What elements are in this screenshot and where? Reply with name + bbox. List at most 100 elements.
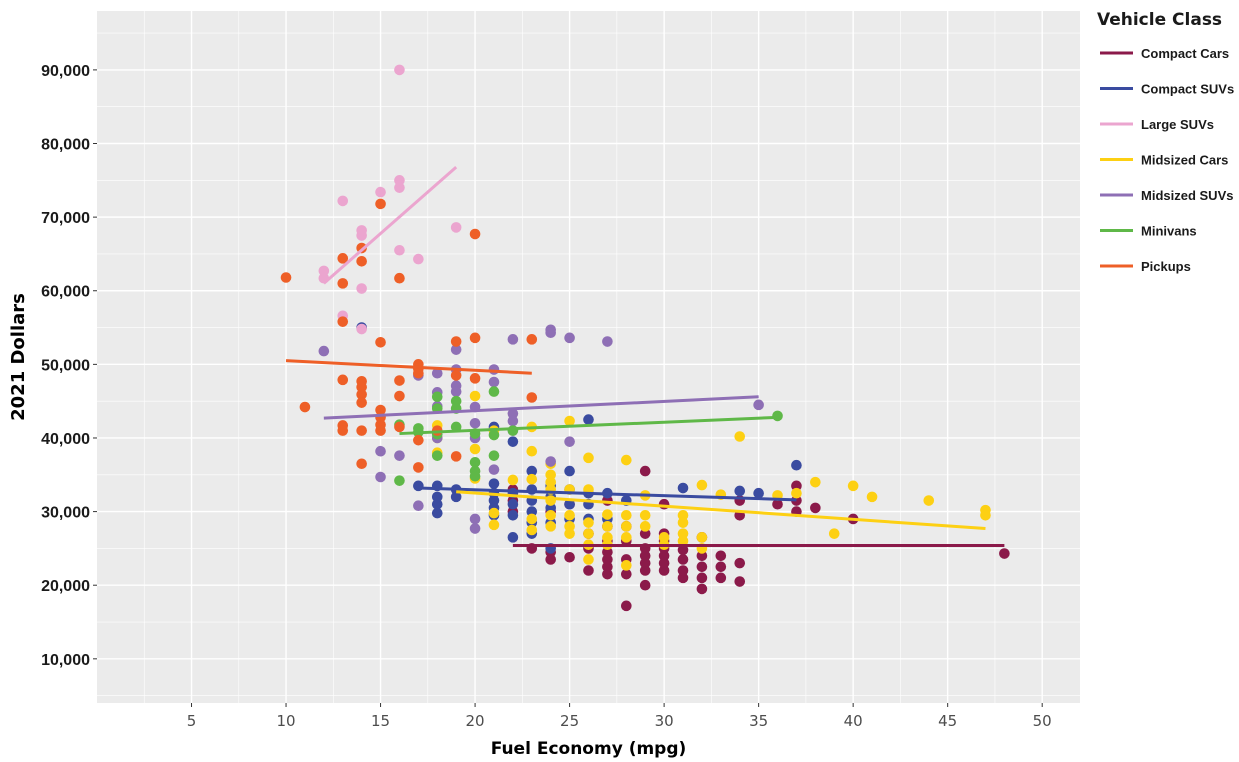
point-midsized-suvs [488,364,500,375]
point-midsized-cars [564,521,575,532]
x-axis-title: Fuel Economy (mpg) [491,739,687,759]
point-midsized-cars [583,452,594,464]
y-tick-label: 50,000 [41,357,90,374]
y-tick-label: 30,000 [41,505,90,522]
point-compact-cars [696,572,708,584]
x-tick-label: 25 [560,712,579,730]
point-large-suvs [356,225,367,236]
point-compact-cars [658,498,670,510]
x-tick-label: 45 [938,712,957,730]
y-axis-title: 2021 Dollars [8,293,29,421]
point-compact-cars [791,495,802,506]
point-minivans [469,456,481,468]
point-compact-suvs [753,487,764,499]
legend-label-pickups: Pickups [1141,259,1191,274]
point-midsized-cars [677,535,689,547]
point-large-suvs [375,186,386,198]
point-pickups [450,451,462,462]
point-compact-cars [658,557,670,569]
point-midsized-suvs [375,471,386,483]
point-midsized-suvs [564,332,575,344]
point-compact-cars [602,554,613,565]
y-tick-label: 10,000 [41,652,90,669]
point-compact-cars [602,561,613,573]
point-pickups [526,334,538,345]
point-midsized-cars [564,415,575,427]
point-midsized-cars [545,476,556,488]
point-compact-suvs [526,465,538,477]
point-minivans [431,391,443,403]
y-tick-label: 70,000 [41,210,90,227]
point-midsized-suvs [469,523,481,534]
point-compact-cars [734,576,746,587]
point-pickups [526,392,538,403]
point-compact-cars [639,528,651,539]
point-midsized-suvs [469,417,481,429]
point-compact-suvs [507,509,519,521]
y-tick-label: 40,000 [41,431,90,448]
point-midsized-cars [469,443,481,455]
point-minivans [394,475,405,486]
point-pickups [450,336,462,347]
point-midsized-cars [677,509,689,521]
point-midsized-suvs [545,327,556,339]
point-pickups [469,332,481,344]
legend-label-large-suvs: Large SUVs [1141,117,1214,132]
point-midsized-cars [696,479,708,491]
trend-line-compact-suvs [418,486,797,502]
x-tick-label: 40 [844,712,863,730]
point-midsized-suvs [394,450,405,461]
point-large-suvs [337,195,349,207]
point-pickups [337,278,349,289]
point-compact-cars [696,550,708,562]
point-midsized-suvs [450,386,462,397]
x-tick-label: 5 [187,712,197,730]
y-tick-label: 60,000 [41,284,90,301]
point-compact-cars [677,554,689,565]
point-compact-suvs [450,491,462,503]
point-compact-suvs [488,495,500,506]
legend-label-minivans: Minivans [1141,224,1197,239]
point-compact-suvs [431,498,443,510]
point-compact-cars [639,550,651,562]
point-compact-suvs [526,484,538,495]
trend-line-midsized-cars [456,490,986,531]
point-midsized-cars [564,528,575,539]
point-midsized-suvs [564,436,575,447]
point-midsized-cars [602,532,613,543]
point-pickups [356,381,367,393]
point-midsized-cars [621,532,632,543]
point-midsized-cars [677,528,689,539]
point-midsized-suvs [488,464,500,475]
point-midsized-suvs [318,345,330,357]
point-midsized-cars [923,495,935,506]
y-tick-label: 90,000 [41,63,90,80]
point-midsized-cars [621,454,632,466]
point-midsized-cars [639,509,651,521]
point-midsized-cars [847,480,859,492]
point-midsized-suvs [469,513,481,525]
y-tick-label: 20,000 [41,578,90,595]
point-large-suvs [394,244,405,256]
point-compact-cars [696,583,708,595]
point-minivans [431,450,443,461]
plot-panel [97,11,1080,703]
legend-label-midsized-cars: Midsized Cars [1141,153,1228,168]
point-midsized-suvs [545,456,556,467]
point-midsized-cars [583,554,594,565]
point-compact-cars [639,565,651,576]
point-midsized-cars [677,517,689,528]
point-compact-cars [621,568,632,580]
point-pickups [469,228,481,240]
point-pickups [356,389,367,400]
point-compact-cars [677,572,689,584]
trend-line-large-suvs [322,165,458,285]
point-pickups [356,425,367,436]
x-tick-label: 35 [749,712,768,730]
point-midsized-cars [734,431,746,442]
point-pickups [413,434,424,446]
point-minivans [488,450,500,461]
point-compact-cars [658,565,670,576]
point-minivans [469,470,481,482]
point-midsized-cars [545,469,556,481]
